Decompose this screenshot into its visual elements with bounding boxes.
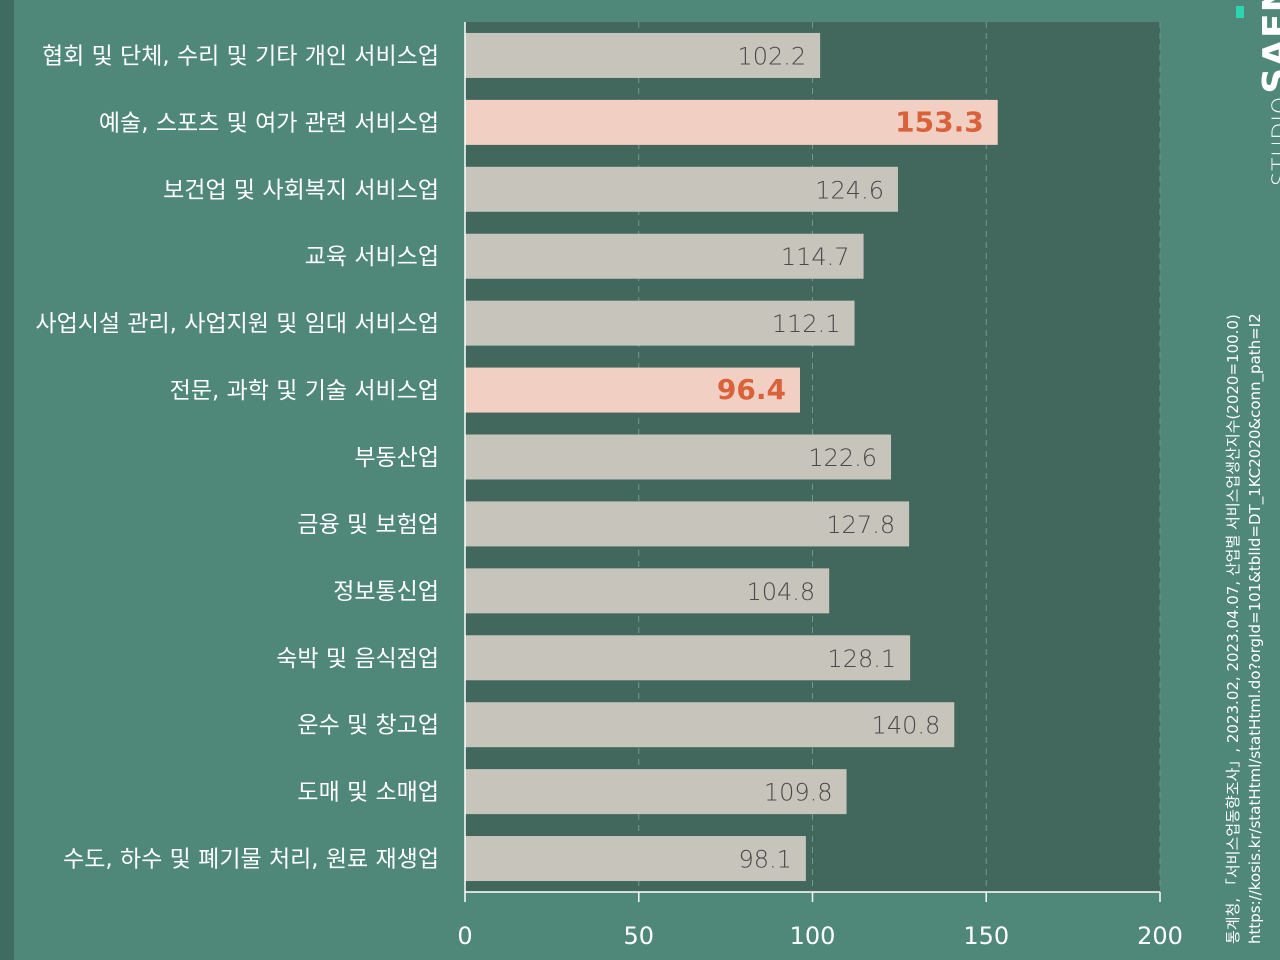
bar-3 — [465, 233, 864, 279]
value-label-6: 122.6 — [808, 444, 877, 472]
category-label-11: 도매 및 소매업 — [297, 780, 439, 806]
value-label-9: 128.1 — [827, 645, 896, 673]
category-label-6: 부동산업 — [354, 445, 439, 471]
category-label-12: 수도, 하수 및 폐기물 처리, 원료 재생업 — [63, 847, 439, 873]
value-label-0: 102.2 — [737, 42, 806, 70]
bar-4 — [465, 300, 855, 346]
left-edge-strip — [0, 0, 14, 960]
brand-logo: STUDIO SAENA — [1256, 0, 1280, 186]
x-tick-label-50: 50 — [623, 922, 654, 950]
bar-11 — [465, 769, 847, 815]
bar-chart: 102.2 협회 및 단체, 수리 및 기타 개인 서비스업 153.3 예술, 스포… — [35, 22, 1183, 950]
x-tick-label-100: 100 — [790, 922, 836, 950]
value-label-5: 96.4 — [717, 373, 786, 406]
value-label-4: 112.1 — [772, 310, 841, 338]
bar-5 — [465, 367, 800, 413]
bar-6 — [465, 434, 892, 480]
value-label-11: 109.8 — [764, 779, 833, 807]
value-label-1: 153.3 — [895, 105, 984, 138]
brand-accent-mark — [1236, 6, 1244, 18]
category-label-2: 보건업 및 사회복지 서비스업 — [163, 177, 439, 203]
bar-2 — [465, 166, 898, 212]
bar-1 — [465, 99, 998, 145]
category-label-7: 금융 및 보험업 — [297, 512, 439, 538]
value-label-10: 140.8 — [872, 712, 941, 740]
bar-7 — [465, 501, 910, 547]
bar-0 — [465, 32, 821, 78]
source-note: 통계청, 「서비스업동향조사」, 2023.02, 2023.04.07, 산업… — [1222, 313, 1266, 944]
source-line-2: https://kosis.kr/statHtml/statHtml.do?or… — [1246, 313, 1264, 944]
category-label-4: 사업시설 관리, 사업지원 및 임대 서비스업 — [35, 311, 439, 337]
value-label-8: 104.8 — [746, 578, 815, 606]
x-tick-label-0: 0 — [457, 922, 472, 950]
value-label-3: 114.7 — [781, 243, 850, 271]
category-label-10: 운수 및 창고업 — [297, 713, 439, 739]
category-label-0: 협회 및 단체, 수리 및 기타 개인 서비스업 — [42, 43, 439, 69]
category-label-8: 정보통신업 — [333, 579, 439, 605]
bar-10 — [465, 702, 955, 748]
category-label-5: 전문, 과학 및 기술 서비스업 — [170, 378, 439, 404]
bar-12 — [465, 836, 806, 882]
x-tick-label-150: 150 — [963, 922, 1009, 950]
value-label-7: 127.8 — [826, 511, 895, 539]
value-label-12: 98.1 — [738, 846, 791, 874]
category-label-3: 교육 서비스업 — [305, 244, 439, 270]
brand-studio-text: STUDIO — [1269, 95, 1280, 186]
chart-svg: 102.2 협회 및 단체, 수리 및 기타 개인 서비스업 153.3 예술, 스포… — [35, 22, 1183, 950]
category-label-1: 예술, 스포츠 및 여가 관련 서비스업 — [99, 110, 439, 136]
category-label-9: 숙박 및 음식점업 — [276, 646, 439, 672]
bar-8 — [465, 568, 830, 614]
x-tick-label-200: 200 — [1137, 922, 1183, 950]
bar-9 — [465, 635, 911, 681]
value-label-2: 124.6 — [815, 176, 884, 204]
brand-saena-text: SAENA — [1256, 0, 1280, 94]
source-line-1: 통계청, 「서비스업동향조사」, 2023.02, 2023.04.07, 산업… — [1224, 314, 1242, 944]
